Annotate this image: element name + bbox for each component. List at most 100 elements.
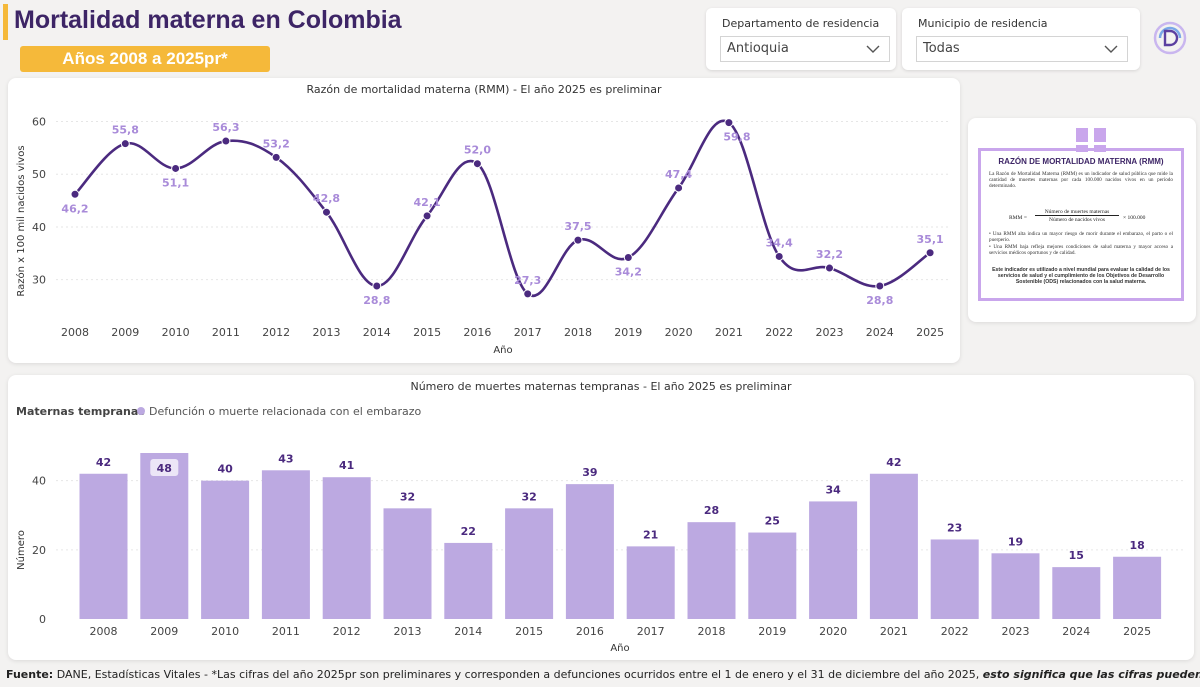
tempranas-x-tick: 2017: [637, 625, 665, 638]
tempranas-bar[interactable]: [383, 508, 432, 619]
rmm-x-tick: 2022: [765, 326, 793, 339]
footer-prefix: Fuente:: [6, 668, 54, 681]
rmm-y-axis-label: Razón x 100 mil nacidos vivos: [15, 145, 27, 296]
tempranas-bar[interactable]: [626, 546, 675, 619]
rmm-y-tick: 40: [32, 221, 46, 234]
tempranas-data-label: 39: [582, 466, 597, 479]
departamento-select[interactable]: Antioquia: [720, 36, 890, 62]
tempranas-bar[interactable]: [140, 453, 189, 619]
rmm-point[interactable]: [925, 248, 935, 258]
tempranas-data-label: 48: [157, 462, 172, 475]
header: Mortalidad materna en Colombia: [0, 0, 696, 44]
rmm-x-tick: 2009: [111, 326, 139, 339]
rmm-point[interactable]: [171, 163, 181, 173]
tempranas-data-label: 43: [278, 452, 293, 465]
tempranas-bar[interactable]: [79, 473, 128, 619]
info-intro: La Razón de Mortalidad Materna (RMM) es …: [989, 171, 1173, 189]
dane-logo-icon: [1153, 21, 1187, 55]
tempranas-bar[interactable]: [565, 484, 614, 619]
formula-numerator: Número de muertes maternas: [1035, 209, 1119, 216]
rmm-point[interactable]: [623, 253, 633, 263]
rmm-chart-card: Razón de mortalidad materna (RMM) - El a…: [8, 78, 960, 363]
formula-lhs: RMM =: [1009, 215, 1027, 221]
rmm-chart-title: Razón de mortalidad materna (RMM) - El a…: [306, 83, 662, 96]
tempranas-x-axis-label: Año: [610, 643, 629, 654]
tempranas-bar[interactable]: [991, 553, 1040, 619]
rmm-point[interactable]: [875, 281, 885, 291]
rmm-point[interactable]: [674, 183, 684, 193]
municipio-select[interactable]: Todas: [916, 36, 1128, 62]
rmm-point[interactable]: [372, 281, 382, 291]
tempranas-chart-title: Número de muertes maternas tempranas - E…: [410, 380, 792, 393]
tempranas-data-label: 18: [1129, 539, 1144, 552]
footer-emphasis: esto significa que las cifras pueden cam…: [982, 668, 1200, 681]
rmm-data-label: 37,5: [564, 220, 591, 233]
chevron-down-icon: [866, 45, 880, 53]
quote-icon: [1072, 128, 1110, 152]
rmm-point[interactable]: [70, 189, 80, 199]
tempranas-x-tick: 2021: [880, 625, 908, 638]
rmm-x-tick: 2024: [866, 326, 894, 339]
tempranas-bar[interactable]: [444, 542, 493, 619]
info-bullet-1: • Una RMM alta indica un mayor riesgo de…: [989, 231, 1173, 243]
rmm-x-tick: 2020: [665, 326, 693, 339]
tempranas-bar[interactable]: [505, 508, 554, 619]
source-footer: Fuente: DANE, Estadísticas Vitales - *La…: [6, 668, 1200, 681]
rmm-data-label: 32,2: [816, 248, 843, 261]
rmm-data-label: 34,2: [615, 266, 642, 279]
rmm-x-tick: 2025: [916, 326, 944, 339]
tempranas-y-tick: 20: [32, 544, 46, 557]
rmm-point[interactable]: [573, 235, 583, 245]
rmm-point[interactable]: [322, 207, 331, 217]
tempranas-data-label: 32: [521, 490, 536, 503]
rmm-point[interactable]: [271, 152, 281, 162]
filter-municipio-label: Municipio de residencia: [918, 17, 1048, 30]
tempranas-data-label: 28: [704, 504, 719, 517]
rmm-x-tick: 2021: [715, 326, 743, 339]
tempranas-bar[interactable]: [687, 522, 736, 619]
rmm-point[interactable]: [472, 159, 482, 169]
tempranas-bar[interactable]: [930, 539, 979, 619]
tempranas-y-tick: 40: [32, 475, 46, 488]
tempranas-bar[interactable]: [1113, 556, 1162, 619]
tempranas-data-label: 32: [400, 490, 415, 503]
filter-departamento-label: Departamento de residencia: [722, 17, 880, 30]
rmm-point[interactable]: [825, 263, 834, 273]
tempranas-x-tick: 2008: [90, 625, 118, 638]
rmm-point[interactable]: [120, 139, 130, 149]
filter-departamento: Departamento de residencia Antioquia: [706, 8, 896, 70]
tempranas-x-tick: 2023: [1002, 625, 1030, 638]
rmm-data-label: 42,8: [313, 192, 340, 205]
tempranas-bar[interactable]: [201, 480, 250, 619]
rmm-point[interactable]: [724, 118, 734, 128]
rmm-point[interactable]: [774, 251, 784, 261]
tempranas-data-label: 19: [1008, 535, 1023, 548]
departamento-value: Antioquia: [727, 41, 789, 56]
tempranas-x-tick: 2013: [394, 625, 422, 638]
rmm-x-tick: 2011: [212, 326, 240, 339]
tempranas-bar[interactable]: [809, 501, 858, 619]
tempranas-bar[interactable]: [261, 470, 310, 619]
rmm-point[interactable]: [422, 211, 432, 221]
rmm-point[interactable]: [523, 289, 533, 299]
tempranas-label-highlight: [150, 459, 179, 476]
rmm-data-label: 28,8: [866, 294, 893, 307]
tempranas-bar[interactable]: [322, 477, 371, 619]
tempranas-x-tick: 2012: [333, 625, 361, 638]
page-title: Mortalidad materna en Colombia: [14, 6, 402, 34]
tempranas-bar[interactable]: [869, 473, 918, 619]
rmm-x-tick: 2008: [61, 326, 89, 339]
tempranas-data-label: 15: [1069, 549, 1084, 562]
rmm-x-axis-label: Año: [493, 345, 512, 356]
rmm-data-label: 53,2: [263, 137, 290, 150]
title-accent: [3, 4, 8, 40]
tempranas-bar-chart: Maternas tempranas Defunción o muerte re…: [15, 405, 1184, 654]
tempranas-x-tick: 2009: [150, 625, 178, 638]
info-formula: RMM = Número de muertes maternas Número …: [1001, 209, 1171, 227]
tempranas-x-tick: 2016: [576, 625, 604, 638]
tempranas-bar[interactable]: [748, 532, 797, 619]
rmm-point[interactable]: [221, 136, 231, 146]
legend-marker: [137, 407, 145, 415]
tempranas-data-label: 40: [217, 463, 233, 476]
tempranas-bar[interactable]: [1052, 567, 1101, 619]
